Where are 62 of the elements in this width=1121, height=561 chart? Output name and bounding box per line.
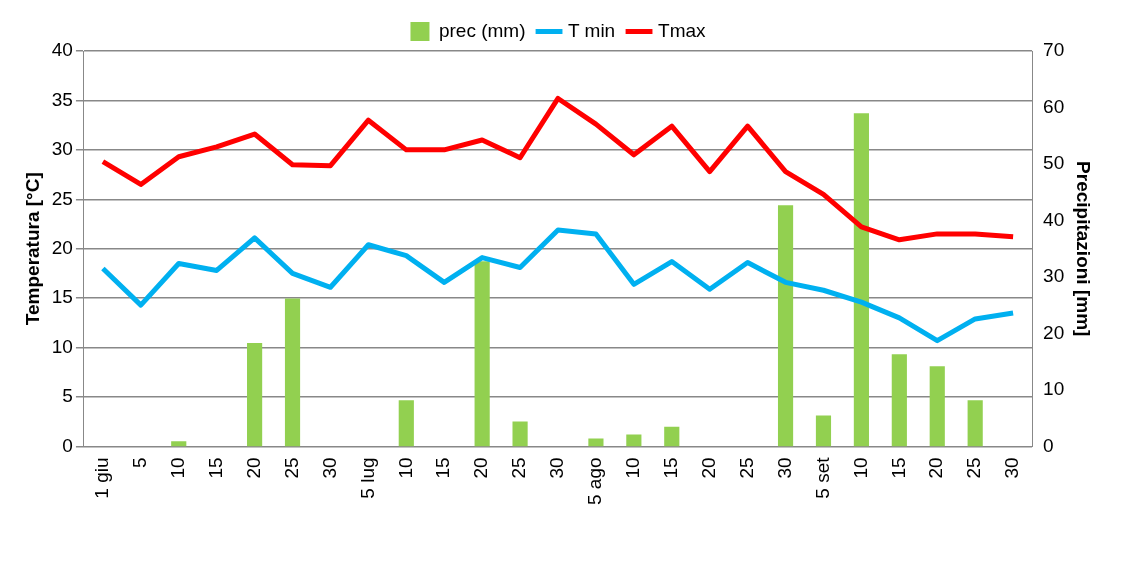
bar: [626, 434, 642, 447]
x-tick-label: 10: [166, 457, 188, 479]
bar: [777, 205, 794, 447]
y-tick-label: 25: [51, 187, 73, 209]
x-tick-label: 5 set: [811, 456, 833, 499]
bar: [815, 415, 832, 447]
bar: [512, 421, 528, 447]
y2-tick-label: 50: [1043, 152, 1065, 174]
x-tick-label: 20: [925, 457, 947, 479]
x-tick-label: 30: [1001, 457, 1023, 479]
bar: [853, 113, 869, 447]
x-tick-label: 15: [204, 457, 226, 479]
x-tick-label: 30: [773, 457, 795, 479]
y-tick-label: 35: [51, 88, 73, 110]
y2-tick-label: 20: [1043, 321, 1065, 343]
y-tick-label: 30: [51, 138, 73, 160]
x-tick-label: 30: [318, 457, 340, 479]
bar: [664, 426, 680, 447]
y-axis-title: Temperatura [°C]: [21, 172, 43, 326]
x-tick-label: 30: [546, 457, 568, 479]
x-tick-label: 5 ago: [584, 457, 606, 505]
x-tick-label: 1 giu: [91, 457, 113, 499]
y2-tick-label: 40: [1043, 208, 1065, 230]
y2-tick-label: 10: [1043, 378, 1065, 400]
x-tick-label: 20: [470, 457, 492, 479]
bar: [929, 366, 945, 447]
x-tick-label: 15: [432, 457, 454, 479]
y-tick-label: 15: [51, 286, 73, 308]
x-tick-label: 10: [394, 457, 416, 479]
legend-label: prec (mm): [438, 19, 526, 41]
y2-tick-label: 30: [1043, 265, 1065, 287]
y-tick-label: 0: [62, 434, 73, 456]
x-tick-label: 20: [697, 457, 719, 479]
y2-tick-label: 0: [1043, 434, 1054, 456]
y-tick-label: 10: [51, 335, 73, 357]
x-tick-label: 15: [660, 457, 682, 479]
bar: [588, 438, 604, 447]
legend-label: T min: [568, 19, 616, 41]
bar: [967, 400, 983, 447]
y-tick-label: 5: [62, 385, 73, 407]
bar: [891, 354, 907, 447]
x-tick-label: 5 lug: [356, 457, 378, 499]
x-tick-label: 15: [887, 457, 909, 479]
y2-axis-title: Precipitazioni [mm]: [1073, 161, 1095, 337]
x-tick-label: 20: [242, 457, 264, 479]
x-tick-label: 5: [129, 457, 151, 469]
x-tick-label: 25: [508, 457, 530, 479]
bar: [474, 261, 490, 447]
bar: [247, 343, 263, 447]
y-tick-label: 20: [51, 236, 73, 258]
x-tick-label: 25: [280, 457, 302, 479]
bar: [171, 441, 187, 447]
y2-tick-label: 60: [1043, 95, 1065, 117]
x-tick-label: 25: [963, 457, 985, 479]
bar: [284, 298, 301, 447]
x-tick-label: 10: [622, 457, 644, 479]
x-tick-label: 25: [735, 457, 757, 479]
bar: [398, 400, 414, 447]
y2-tick-label: 70: [1043, 39, 1065, 61]
x-tick-label: 10: [849, 457, 871, 479]
y-tick-label: 40: [51, 39, 73, 61]
legend-label: Tmax: [658, 19, 707, 41]
